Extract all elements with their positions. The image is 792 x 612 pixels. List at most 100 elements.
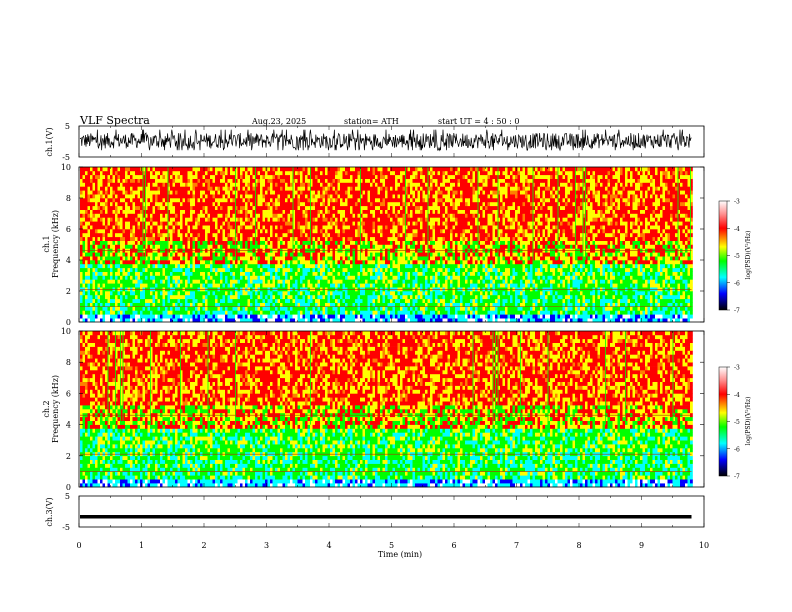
- ch1-spec-cell: [350, 232, 353, 238]
- ch1-spec-cell: [107, 252, 111, 257]
- ch1-spec-cell: [217, 306, 221, 311]
- ch1-spec-cell: [232, 275, 236, 280]
- ch1-spec-cell: [195, 170, 198, 176]
- ch1-spec-cell: [200, 260, 203, 265]
- ch1-spec-cell: [190, 279, 193, 284]
- ch1-spec-cell: [352, 267, 356, 272]
- ch1-spec-cell: [202, 291, 206, 296]
- ch1-spec-cell: [187, 267, 191, 272]
- ch1-spec-cell: [155, 213, 158, 218]
- ch1-spec-cell: [220, 198, 223, 203]
- ch1-spec-cell: [180, 244, 183, 249]
- ch1-spec-cell: [345, 190, 348, 195]
- ch1-spec-cell: [190, 170, 193, 176]
- ch1-spec-cell: [97, 232, 101, 238]
- ch1-spec-cell: [350, 279, 353, 284]
- ch1-spec-cell: [377, 310, 381, 315]
- ch1-spec-cell: [145, 186, 148, 191]
- ch1-spec-cell: [320, 240, 323, 245]
- ch1-spec-cell: [315, 182, 318, 187]
- ch1-spec-cell: [182, 271, 186, 276]
- ch1-spec-cell: [337, 236, 341, 241]
- ch1-spec-cell: [220, 294, 223, 300]
- ch1-spec-cell: [272, 167, 276, 172]
- ch1-spec-cell: [375, 252, 378, 257]
- ch1-spec-cell: [160, 182, 163, 187]
- ch1-spec-cell: [182, 244, 186, 249]
- ch1-spec-cell: [127, 178, 131, 183]
- ch1-spec-cell: [80, 186, 83, 191]
- ch1-spec-cell: [205, 209, 208, 214]
- ch1-spec-cell: [252, 167, 256, 172]
- ch1-spec-cell: [242, 279, 246, 284]
- ch1-spec-cell: [120, 310, 123, 315]
- ch1-spec-cell: [337, 232, 341, 238]
- ch1-spec-cell: [202, 267, 206, 272]
- ch1-spec-cell: [245, 298, 248, 303]
- ch1-spec-cell: [312, 167, 316, 172]
- ch1-spec-cell: [310, 260, 313, 265]
- ch1-spec-cell: [90, 271, 93, 276]
- ch1-spec-cell: [220, 314, 223, 319]
- ch1-spec-cell: [177, 275, 181, 280]
- ch1-spec-cell: [107, 279, 111, 284]
- ch1-spec-cell: [242, 263, 246, 269]
- ch1-spec-cell: [212, 229, 216, 234]
- ch1-spec-cell: [130, 229, 133, 234]
- ch1-spec-cell: [142, 217, 146, 222]
- ch1-spec-cell: [192, 225, 196, 230]
- ch1-spec-cell: [112, 294, 116, 300]
- ch1-spec-cell: [177, 291, 181, 296]
- ch1-spec-cell: [220, 310, 223, 315]
- ch1-spec-cell: [202, 306, 206, 311]
- ch1-spec-cell: [177, 240, 181, 245]
- ch1-spec-cell: [325, 217, 328, 222]
- ch1-spec-cell: [370, 244, 373, 249]
- ch1-spec-cell: [222, 260, 226, 265]
- ch1-spec-cell: [227, 302, 231, 307]
- ch1-spec-cell: [267, 213, 271, 218]
- ch1-spec-cell: [370, 310, 373, 315]
- ch1-spec-cell: [115, 174, 118, 179]
- ch1-spec-cell: [150, 194, 153, 199]
- ch1-spec-cell: [257, 213, 261, 218]
- ch1-spec-cell: [172, 209, 176, 214]
- ch1-spec-cell: [220, 252, 223, 257]
- ch1-spec-cell: [112, 186, 116, 191]
- ch1-spec-cell: [130, 294, 133, 300]
- ch1-spec-cell: [147, 201, 151, 207]
- ch1-spec-cell: [250, 225, 253, 230]
- ch1-spec-cell: [322, 198, 326, 203]
- ch1-spec-cell: [135, 256, 138, 261]
- ch1-spec-cell: [180, 221, 183, 226]
- ch1-spec-cell: [120, 279, 123, 284]
- ch1-spec-cell: [180, 201, 183, 207]
- ch1-spec-cell: [217, 294, 221, 300]
- ch1-spec-cell: [135, 263, 138, 269]
- ch1-spec-cell: [362, 213, 366, 218]
- ch1-spec-cell: [287, 190, 291, 195]
- ch1-spec-cell: [262, 310, 266, 315]
- ch1-spec-cell: [212, 294, 216, 300]
- ch1-spec-cell: [270, 310, 273, 315]
- ch1-spec-cell: [287, 310, 291, 315]
- ch1-spec-cell: [80, 213, 83, 218]
- ch1-spec-cell: [360, 205, 363, 210]
- ch1-spec-cell: [375, 170, 378, 176]
- ch1-spec-cell: [205, 213, 208, 218]
- ch1-spec-cell: [312, 209, 316, 214]
- ch1-spec-cell: [140, 252, 143, 257]
- ch1-spec-cell: [367, 294, 371, 300]
- ch1-spec-cell: [360, 232, 363, 238]
- ch1-spec-cell: [232, 306, 236, 311]
- ch1-spec-cell: [192, 229, 196, 234]
- ch1-spec-cell: [245, 271, 248, 276]
- ch1-spec-cell: [320, 252, 323, 257]
- ch1-spec-cell: [160, 298, 163, 303]
- ch1-spec-cell: [305, 174, 308, 179]
- ch1-spec-cell: [247, 240, 251, 245]
- ch1-spec-cell: [97, 236, 101, 241]
- ch1-spec-cell: [295, 213, 298, 218]
- ch1-spec-cell: [165, 232, 168, 238]
- ch1-spec-cell: [295, 283, 298, 288]
